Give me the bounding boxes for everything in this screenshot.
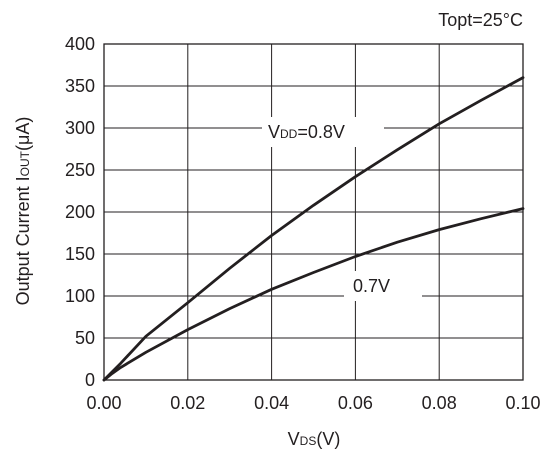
y-tick-label: 300 [65, 118, 95, 138]
y-axis-label-sub: OUT [18, 150, 32, 176]
series-label-0-7-main: 0.7V [353, 276, 390, 296]
x-tick-label: 0.06 [338, 393, 373, 413]
x-tick-label: 0.00 [86, 393, 121, 413]
x-tick-label: 0.08 [422, 393, 457, 413]
y-tick-label: 100 [65, 286, 95, 306]
y-tick-label: 50 [75, 328, 95, 348]
series-line-0-7 [102, 207, 525, 382]
temperature-note: Topt=25°C [438, 10, 523, 30]
plot-frame [103, 43, 524, 381]
series-label-vdd-0-8-sub: DD [280, 127, 298, 141]
y-axis-label: Output Current IOUT(μA) [13, 117, 33, 306]
y-tick-label: 350 [65, 76, 95, 96]
x-tick-label: 0.02 [170, 393, 205, 413]
y-tick-label: 250 [65, 160, 95, 180]
tick-labels: 0.00 0.02 0.04 0.06 0.08 0.10 0 50 100 150 200 250 3… [65, 34, 541, 413]
x-axis-label-sub: DS [300, 434, 317, 448]
y-tick-label: 150 [65, 244, 95, 264]
y-axis-label-suffix: (μA) [13, 117, 33, 151]
y-tick-label: 0 [85, 370, 95, 390]
x-tick-label: 0.04 [254, 393, 289, 413]
x-axis-label-suffix: (V) [316, 429, 340, 449]
x-axis-label-main: V [288, 429, 300, 449]
y-tick-label: 200 [65, 202, 95, 222]
x-axis-label: VDS(V) [288, 429, 341, 449]
series-label-vdd-0-8-suffix: =0.8V [297, 122, 345, 142]
series-curves [102, 76, 525, 382]
x-tick-label: 0.10 [505, 393, 540, 413]
grid-lines [104, 44, 523, 380]
series-line-vdd-0-8 [102, 76, 525, 382]
series-label-0-7: 0.7V [353, 276, 390, 296]
series-labels: VDD=0.8V 0.7V [262, 117, 422, 301]
y-tick-label: 400 [65, 34, 95, 54]
series-label-vdd-0-8: VDD=0.8V [268, 122, 345, 142]
series-label-vdd-0-8-main: V [268, 122, 280, 142]
y-axis-label-main: Output Current I [13, 176, 33, 305]
